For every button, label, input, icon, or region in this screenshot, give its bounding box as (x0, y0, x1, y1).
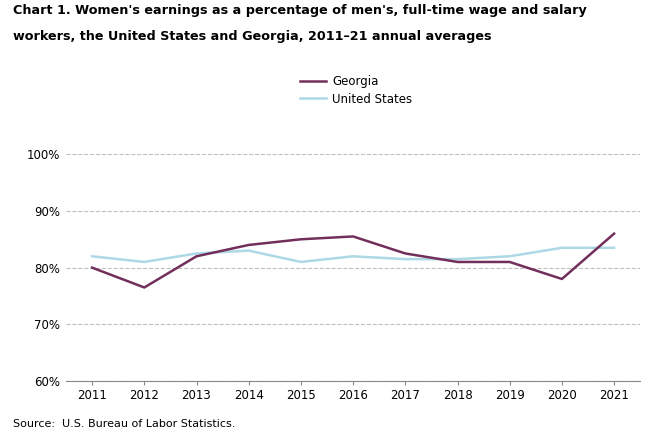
Georgia (453, 259, 461, 265)
Georgia (401, 251, 409, 256)
United States (349, 254, 357, 259)
Georgia (558, 276, 566, 281)
United States (401, 256, 409, 262)
Georgia (610, 231, 618, 236)
United States (245, 248, 253, 253)
Text: Chart 1. Women's earnings as a percentage of men's, full-time wage and salary: Chart 1. Women's earnings as a percentag… (13, 4, 587, 17)
Line: Georgia: Georgia (92, 234, 614, 288)
Text: Source:  U.S. Bureau of Labor Statistics.: Source: U.S. Bureau of Labor Statistics. (13, 419, 236, 429)
United States (506, 254, 513, 259)
Georgia (297, 237, 305, 242)
Georgia (506, 259, 513, 265)
Georgia (141, 285, 148, 290)
Line: United States: United States (92, 248, 614, 262)
United States (88, 254, 96, 259)
Georgia (245, 242, 253, 248)
Georgia (193, 254, 201, 259)
Text: workers, the United States and Georgia, 2011–21 annual averages: workers, the United States and Georgia, … (13, 30, 492, 43)
Georgia (88, 265, 96, 270)
Legend: Georgia, United States: Georgia, United States (300, 75, 412, 106)
United States (610, 245, 618, 250)
United States (453, 256, 461, 262)
United States (297, 259, 305, 265)
Georgia (349, 234, 357, 239)
United States (558, 245, 566, 250)
United States (193, 251, 201, 256)
United States (141, 259, 148, 265)
